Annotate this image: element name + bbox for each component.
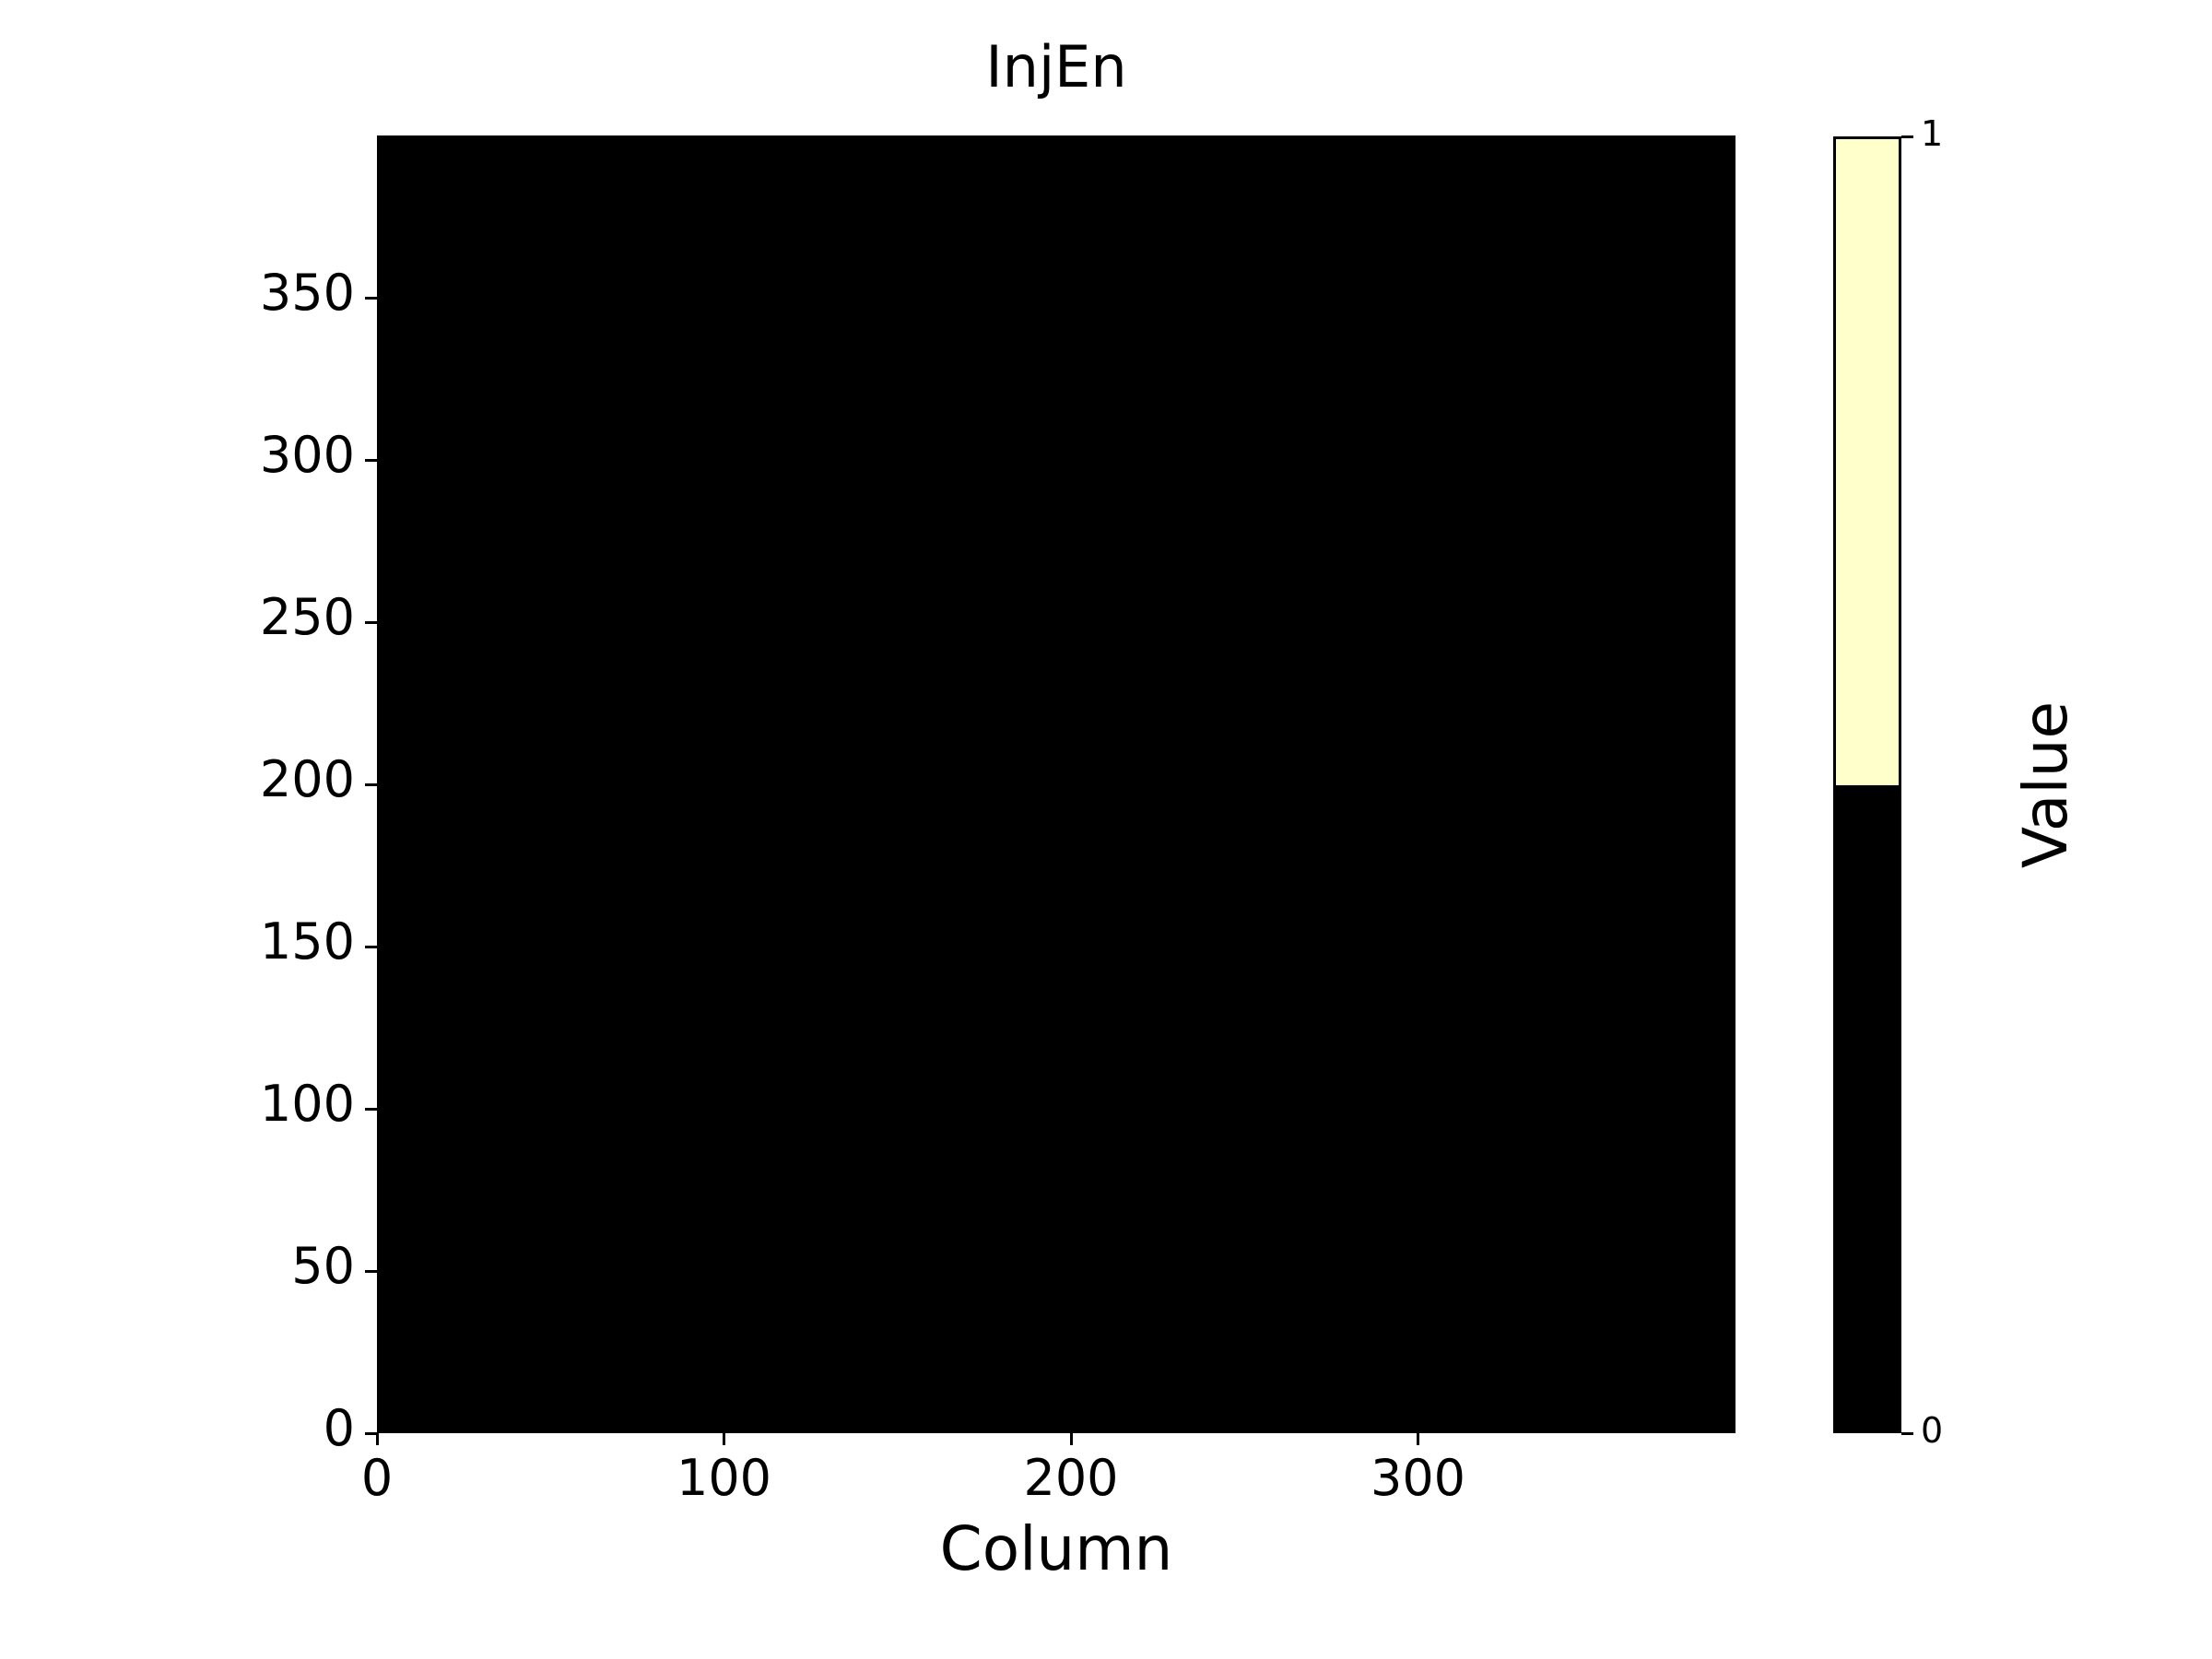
colorbar-label: Value [2010, 700, 2081, 869]
y-tick-label: 250 [259, 588, 355, 646]
y-tick-mark [365, 458, 377, 462]
x-tick-label: 100 [676, 1449, 772, 1507]
y-tick-label: 0 [323, 1399, 355, 1457]
x-tick-label: 0 [360, 1449, 394, 1507]
y-tick-mark [365, 945, 377, 948]
y-tick-label: 200 [259, 750, 355, 808]
colorbar-tick-mark [1901, 1431, 1913, 1435]
y-tick-label: 150 [259, 912, 355, 971]
y-tick-mark [365, 1431, 377, 1435]
x-tick-label: 200 [1023, 1449, 1119, 1507]
y-tick-label: 350 [259, 264, 355, 322]
x-tick-mark [375, 1433, 379, 1445]
y-tick-label: 300 [259, 426, 355, 484]
colorbar-tick-label: 1 [1921, 113, 1944, 154]
y-tick-mark [365, 1107, 377, 1111]
y-tick-mark [365, 782, 377, 786]
y-tick-label: 100 [259, 1075, 355, 1133]
colorbar-band-low [1836, 784, 1899, 1430]
y-tick-mark [365, 620, 377, 624]
x-tick-mark [723, 1433, 725, 1445]
colorbar-tick-mark [1901, 135, 1913, 138]
x-tick-mark [1417, 1433, 1419, 1445]
heatmap-axes [377, 135, 1735, 1433]
y-tick-mark [365, 1269, 377, 1273]
chart-title: InjEn [985, 33, 1127, 100]
x-tick-label: 300 [1370, 1449, 1466, 1507]
y-tick-label: 50 [291, 1237, 355, 1295]
colorbar-gradient [1833, 136, 1901, 1433]
heatmap-image [377, 135, 1735, 1433]
colorbar-band-high [1836, 139, 1899, 785]
colorbar-tick-label: 0 [1921, 1410, 1944, 1451]
x-tick-mark [1069, 1433, 1073, 1445]
y-tick-mark [365, 296, 377, 300]
x-axis-label: Column [939, 1513, 1173, 1584]
